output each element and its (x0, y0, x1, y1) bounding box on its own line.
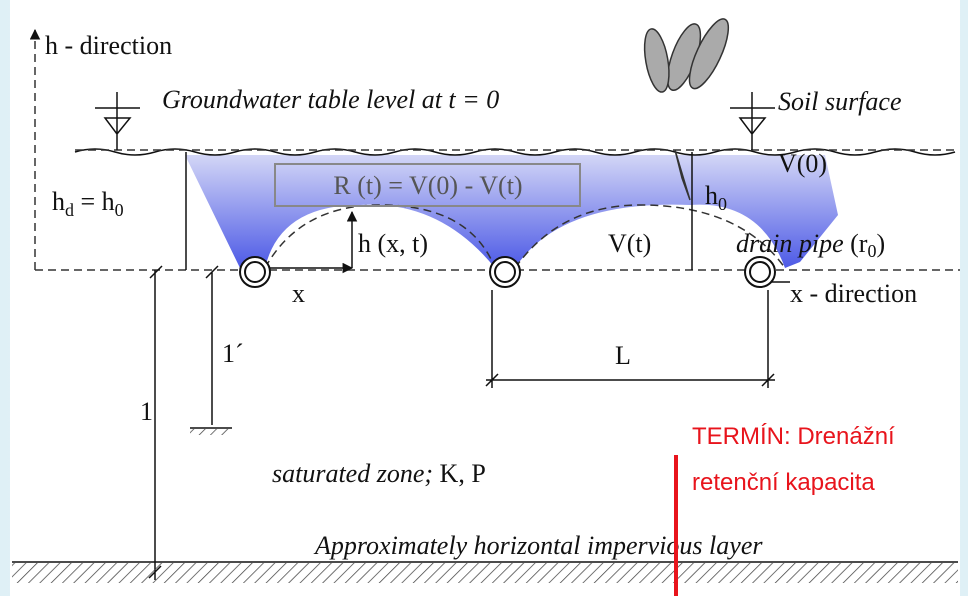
drain-pipe-sub: 0 (867, 241, 876, 261)
hd-eq: = h (74, 187, 115, 216)
l-prime-base (190, 429, 232, 435)
l-prime-label: 1´ (222, 339, 244, 368)
callout-line: TERMÍN: Drenážní (692, 423, 895, 450)
soil-surface-label: Soil surface (778, 87, 902, 116)
recharge-label: R (t) = V(0) - V(t) (333, 171, 522, 200)
v0-label: V(0) (778, 149, 827, 178)
impervious-hatch (12, 563, 958, 583)
drain-pipe-text: drain pipe (736, 229, 844, 258)
saturated-zone-label: saturated zone; K, P (272, 459, 486, 488)
impervious-label: Approximately horizontal impervious laye… (313, 531, 763, 560)
hxt-label: h (x, t) (358, 229, 428, 258)
vt-label: V(t) (608, 229, 651, 258)
hd-sub0: 0 (115, 200, 124, 220)
l-spacing-label: L (615, 341, 631, 370)
h0-sub: 0 (718, 194, 727, 214)
diagram: h - direction x - direction Groundwater … (0, 0, 968, 596)
drain-pipe-paren: (r (844, 229, 868, 258)
x-axis-label: x - direction (790, 279, 917, 308)
groundwater-label: Groundwater table level at t = 0 (162, 85, 499, 114)
callout-line: retenční kapacita (692, 469, 875, 496)
x-label: x (292, 279, 305, 308)
h0-h: h (705, 181, 718, 210)
l-label: 1 (140, 397, 153, 426)
hd-label: hd = h0 (52, 187, 124, 220)
saturated-text: saturated zone; (272, 459, 433, 488)
saturated-params: K, P (433, 459, 486, 488)
page: h - direction x - direction Groundwater … (0, 0, 968, 596)
drain-pipe-close: ) (876, 229, 885, 258)
hd-sub: d (65, 200, 74, 220)
h-axis-label: h - direction (45, 31, 172, 60)
hd-h: h (52, 187, 65, 216)
